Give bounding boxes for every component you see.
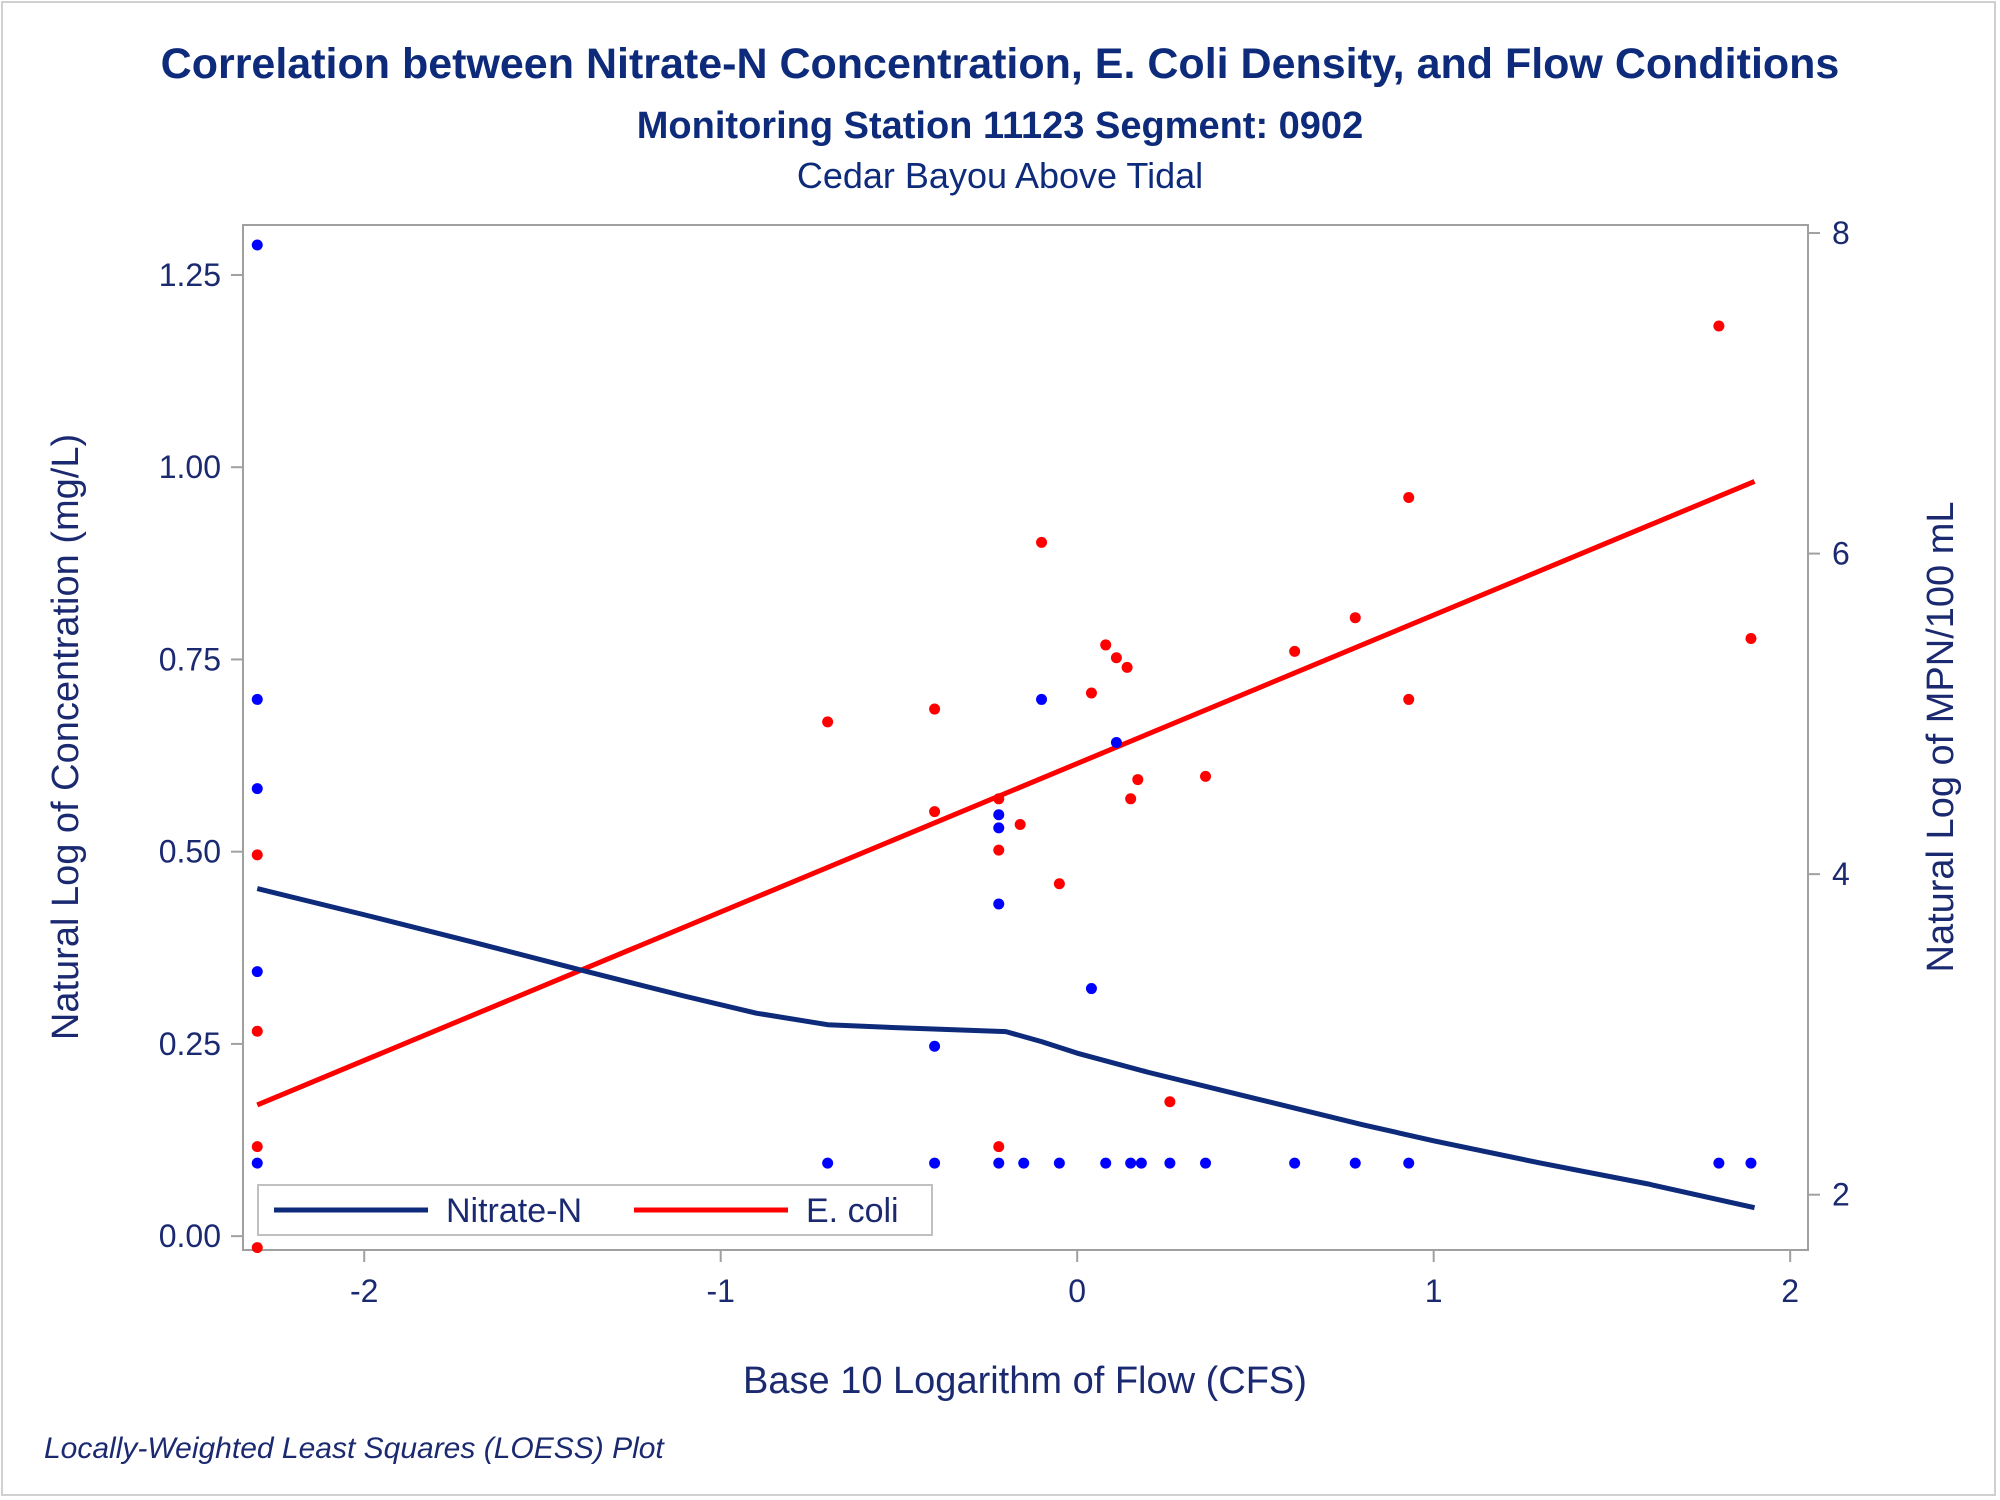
x-tick-label: -1 xyxy=(706,1273,734,1309)
nitrate-point xyxy=(993,898,1005,910)
y-axis-label: Natural Log of Concentration (mg/L) xyxy=(45,434,87,1040)
footnote: Locally-Weighted Least Squares (LOESS) P… xyxy=(44,1432,665,1465)
ecoli-point xyxy=(1200,770,1212,782)
nitrate-loess-line xyxy=(256,886,1756,1211)
nitrate-point xyxy=(1164,1157,1176,1169)
chart-title: Correlation between Nitrate-N Concentrat… xyxy=(161,40,1840,88)
y-axis-left: 0.00 0.25 0.50 0.75 1.00 1.25 xyxy=(159,257,243,1254)
ecoli-point xyxy=(822,716,834,728)
y2-axis-label: Natural Log of MPN/100 mL xyxy=(1920,501,1962,972)
y-tick-label: 1.00 xyxy=(159,449,221,485)
nitrate-point xyxy=(1135,1157,1147,1169)
nitrate-point xyxy=(1713,1157,1725,1169)
nitrate-point xyxy=(1745,1157,1757,1169)
y-axis-right: 2 4 6 8 xyxy=(1808,215,1850,1213)
nitrate-point xyxy=(929,1157,941,1169)
legend-label-ecoli: E. coli xyxy=(806,1192,899,1230)
ecoli-point xyxy=(1164,1096,1176,1108)
ecoli-point xyxy=(1053,878,1065,890)
ecoli-point xyxy=(1403,693,1415,705)
x-axis: -2 -1 0 1 2 xyxy=(350,1250,1799,1309)
ecoli-point xyxy=(251,1025,263,1037)
nitrate-point xyxy=(1110,736,1122,748)
ecoli-point xyxy=(1403,491,1415,503)
ecoli-point xyxy=(1132,774,1144,786)
x-tick-label: -2 xyxy=(350,1273,378,1309)
y-tick-label: 0.50 xyxy=(159,834,221,870)
nitrate-point xyxy=(251,693,263,705)
legend-label-nitrate: Nitrate-N xyxy=(446,1192,582,1230)
y-tick-label: 0.75 xyxy=(159,641,221,677)
ecoli-point xyxy=(251,849,263,861)
nitrate-point xyxy=(993,809,1005,821)
nitrate-point xyxy=(1289,1157,1301,1169)
nitrate-point xyxy=(1200,1157,1212,1169)
x-tick-label: 1 xyxy=(1425,1273,1443,1309)
nitrate-point xyxy=(1100,1157,1112,1169)
y-tick-label: 0.00 xyxy=(159,1218,221,1254)
nitrate-point xyxy=(251,966,263,978)
plot-area xyxy=(242,224,1809,1251)
nitrate-point xyxy=(251,783,263,795)
x-axis-label: Base 10 Logarithm of Flow (CFS) xyxy=(743,1360,1307,1402)
nitrate-point xyxy=(929,1040,941,1052)
x-tick-label: 2 xyxy=(1781,1273,1799,1309)
ecoli-point xyxy=(993,1141,1005,1153)
ecoli-loess-line xyxy=(256,479,1756,1108)
ecoli-point xyxy=(1110,652,1122,664)
ecoli-point xyxy=(1289,645,1301,657)
ecoli-point xyxy=(929,806,941,818)
ecoli-point xyxy=(1014,818,1026,830)
x-tick-label: 0 xyxy=(1068,1273,1086,1309)
legend: Nitrate-N E. coli xyxy=(257,1184,933,1236)
ecoli-point xyxy=(1349,612,1361,624)
y2-tick-label: 2 xyxy=(1832,1177,1850,1213)
chart-subtitle-2: Cedar Bayou Above Tidal xyxy=(797,155,1203,196)
nitrate-point xyxy=(1403,1157,1415,1169)
nitrate-point xyxy=(993,822,1005,834)
series-layer xyxy=(251,239,1757,1254)
ecoli-point xyxy=(993,844,1005,856)
nitrate-point xyxy=(1349,1157,1361,1169)
ecoli-point xyxy=(1085,687,1097,699)
nitrate-point xyxy=(822,1157,834,1169)
ecoli-point xyxy=(1036,536,1048,548)
y2-tick-label: 4 xyxy=(1832,856,1850,892)
y-tick-label: 0.25 xyxy=(159,1026,221,1062)
ecoli-point xyxy=(1713,320,1725,332)
ecoli-point xyxy=(1100,639,1112,651)
y2-tick-label: 6 xyxy=(1832,536,1850,572)
ecoli-point xyxy=(1745,633,1757,645)
nitrate-point xyxy=(993,1157,1005,1169)
ecoli-point xyxy=(251,1242,263,1254)
chart-subtitle: Monitoring Station 11123 Segment: 0902 xyxy=(637,105,1363,147)
nitrate-point xyxy=(1085,983,1097,995)
y2-tick-label: 8 xyxy=(1832,215,1850,251)
nitrate-point xyxy=(1018,1157,1030,1169)
ecoli-point xyxy=(993,793,1005,805)
nitrate-point xyxy=(1125,1157,1137,1169)
ecoli-point xyxy=(251,1141,263,1153)
nitrate-point xyxy=(1053,1157,1065,1169)
ecoli-point xyxy=(1125,793,1137,805)
nitrate-point xyxy=(251,1157,263,1169)
nitrate-point xyxy=(251,239,263,251)
y-tick-label: 1.25 xyxy=(159,257,221,293)
ecoli-point xyxy=(929,703,941,715)
ecoli-point xyxy=(1121,661,1133,673)
nitrate-point xyxy=(1036,693,1048,705)
